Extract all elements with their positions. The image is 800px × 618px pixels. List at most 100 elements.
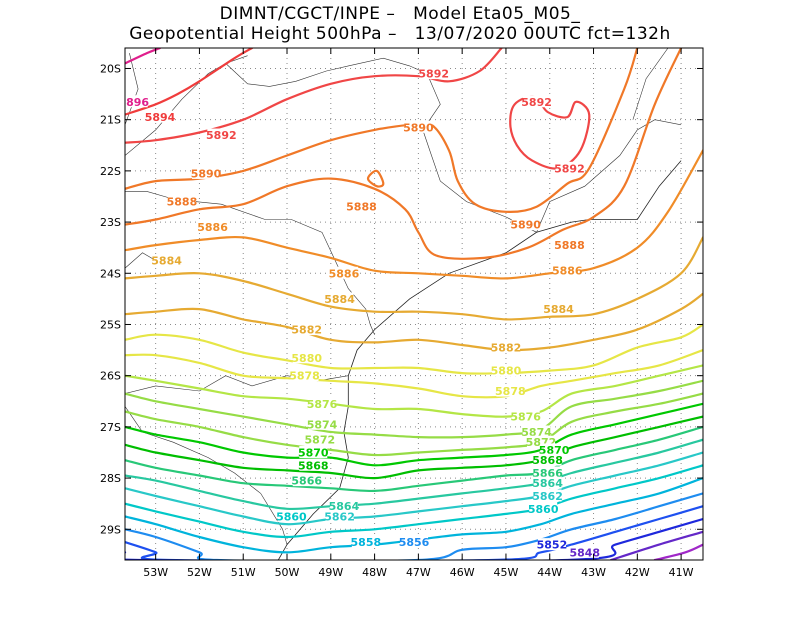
contour-5856 — [125, 492, 703, 560]
contour-label: 5868 — [532, 454, 563, 467]
contour-label: 5852 — [537, 539, 568, 552]
contour-label: 5848 — [569, 546, 600, 559]
contour-label: 5874 — [307, 418, 338, 431]
contour-5866 — [125, 425, 703, 493]
contour-label-bg — [325, 292, 354, 305]
contour-label-bg — [167, 195, 196, 208]
contour-label: 5884 — [324, 293, 355, 306]
y-tick-label: 22S — [100, 165, 121, 178]
contour-label-bg — [308, 417, 337, 430]
contour-label: 5884 — [543, 303, 574, 316]
axes: 53W 52W 51W 50W 49W 48W 47W 46W 45W 44W 43W 42W 41W 2… — [100, 48, 703, 579]
contour-label: 5856 — [399, 536, 430, 549]
contour-label: 5878 — [495, 385, 526, 398]
y-tick-label: 24S — [100, 267, 121, 280]
x-tick-label: 44W — [537, 566, 562, 579]
contour-label: 5896 — [118, 96, 149, 109]
contour-label: 5876 — [510, 411, 541, 424]
contour-label-bg — [511, 218, 540, 231]
y-tick-label: 28S — [100, 472, 121, 485]
x-tick-label: 47W — [406, 566, 431, 579]
contour-label: 5876 — [307, 398, 338, 411]
contour-label-bg — [555, 238, 584, 251]
contour-label-bg — [192, 166, 221, 179]
contour-label-bg — [292, 351, 321, 364]
contour-label: 5858 — [351, 536, 382, 549]
contour-label: 5862 — [324, 510, 355, 523]
y-tick-label: 27S — [100, 421, 121, 434]
contour-5896 — [125, 48, 162, 65]
contour-label: 5890 — [191, 167, 222, 180]
contour-label: 5864 — [532, 477, 563, 490]
contour-label-bg — [290, 369, 319, 382]
contour-label: 5870 — [298, 446, 329, 459]
contour-label: 5892 — [418, 68, 449, 81]
x-tick-label: 48W — [362, 566, 387, 579]
y-tick-label: 29S — [100, 523, 121, 536]
contour-label-bg — [537, 538, 566, 551]
contour-label: 5888 — [167, 196, 198, 209]
contour-label-bg — [329, 266, 358, 279]
contour-label-bg — [351, 535, 380, 548]
contour-label-bg — [511, 410, 540, 423]
contour-5890 — [366, 169, 385, 188]
contour-label-bg — [553, 264, 582, 277]
contour-label-bg — [533, 489, 562, 502]
contour-label-bg — [522, 425, 551, 438]
contour-label-bg — [533, 476, 562, 489]
contour-5868 — [125, 415, 703, 480]
contour-label-bg — [198, 220, 227, 233]
contour-label-bg — [533, 453, 562, 466]
title-line-1: DIMNT/CGCT/INPE – Model Eta05_M05_ — [219, 4, 581, 24]
contour-label-bg — [496, 384, 525, 397]
contour-5890 — [125, 48, 639, 214]
contour-label-bg — [207, 128, 236, 141]
contour-5886 — [125, 149, 703, 280]
contour-label-bg — [419, 67, 448, 80]
plot-frame — [124, 47, 704, 561]
contour-label: 5886 — [329, 267, 360, 280]
x-tick-label: 43W — [581, 566, 606, 579]
contour-label: 5892 — [206, 129, 237, 142]
contour-label: 5866 — [291, 475, 322, 488]
contour-5884 — [125, 236, 703, 321]
x-tick-label: 46W — [450, 566, 475, 579]
y-tick-label: 21S — [100, 114, 121, 127]
contour-label-bg — [522, 95, 551, 108]
contour-label-bg — [308, 397, 337, 410]
contour-label: 5878 — [289, 370, 320, 383]
x-tick-label: 41W — [669, 566, 694, 579]
contour-label: 5890 — [403, 121, 434, 134]
contour-label: 5880 — [291, 352, 322, 365]
contour-5860 — [125, 464, 703, 539]
contour-5848 — [653, 543, 703, 560]
y-tick-label: 25S — [100, 318, 121, 331]
contour-label-bg — [292, 474, 321, 487]
contour-5878 — [125, 349, 703, 399]
x-tick-label: 52W — [187, 566, 212, 579]
contour-label-bg — [277, 509, 306, 522]
contour-label-bg — [491, 364, 520, 377]
state-border — [225, 57, 537, 233]
contour-5854 — [125, 505, 703, 560]
contour-label: 5884 — [151, 254, 182, 267]
contour-label: 5888 — [554, 239, 585, 252]
x-tick-label: 51W — [231, 566, 256, 579]
contour-label-bg — [540, 443, 569, 456]
contour-label: 5890 — [510, 219, 541, 232]
contour-lines — [125, 48, 703, 560]
y-tick-label: 26S — [100, 370, 121, 383]
contour-label-bg — [305, 433, 334, 446]
contour-label-bg — [152, 253, 181, 266]
contour-label-bg — [347, 200, 376, 213]
contour-5880 — [125, 323, 703, 375]
contour-5888 — [125, 48, 683, 260]
contour-label: 5894 — [145, 111, 176, 124]
contour-labels: 5896 5894 5892 5892 5892 5892 5890 5890 5890 5888… — [118, 67, 600, 559]
state-border — [536, 119, 682, 233]
contour-label-bg — [125, 95, 148, 108]
contour-5892 — [509, 95, 591, 170]
contour-5892 — [125, 48, 503, 144]
contour-5882 — [125, 292, 703, 352]
